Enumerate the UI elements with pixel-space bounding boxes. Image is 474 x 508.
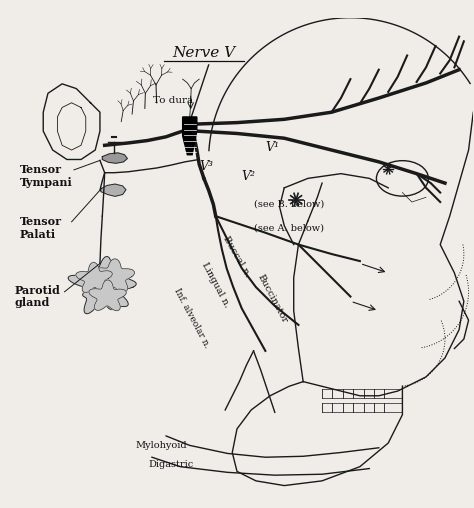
Text: V³: V³ <box>199 160 213 173</box>
Polygon shape <box>76 263 112 293</box>
Text: Digastric: Digastric <box>148 460 193 469</box>
Text: Tensor
Tympani: Tensor Tympani <box>19 164 73 188</box>
Text: Buccinator: Buccinator <box>256 273 289 325</box>
Text: (see B. below): (see B. below) <box>254 200 324 209</box>
Text: To dura: To dura <box>153 96 193 105</box>
Text: Mylohyoid: Mylohyoid <box>136 441 187 450</box>
Polygon shape <box>182 117 197 155</box>
Polygon shape <box>94 259 135 292</box>
Text: V¹: V¹ <box>265 141 280 154</box>
Polygon shape <box>101 184 126 196</box>
Text: Inf. alveolar n.: Inf. alveolar n. <box>173 287 212 349</box>
Polygon shape <box>102 153 128 163</box>
Text: Nerve V: Nerve V <box>173 46 236 60</box>
Text: Tensor
Palati: Tensor Palati <box>19 216 62 240</box>
Text: Buccal n.: Buccal n. <box>222 234 252 278</box>
Polygon shape <box>89 280 126 310</box>
Text: (see A. below): (see A. below) <box>254 224 324 233</box>
Polygon shape <box>68 257 137 314</box>
Text: V²: V² <box>242 170 256 182</box>
Text: Lingual n.: Lingual n. <box>200 261 231 309</box>
Text: Parotid
gland: Parotid gland <box>15 284 61 308</box>
